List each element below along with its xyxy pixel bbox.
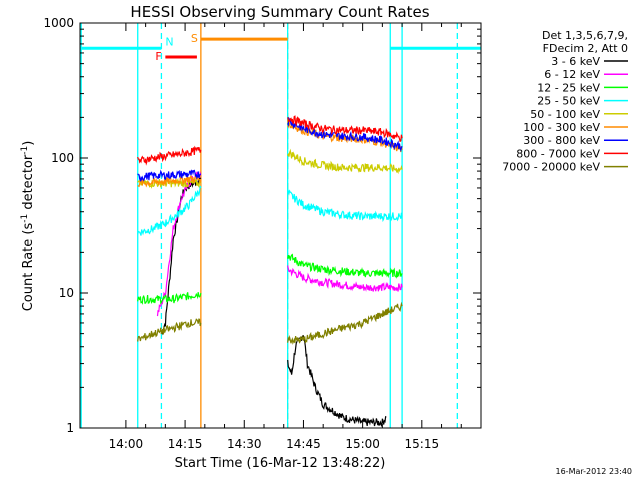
x-axis-label: Start Time (16-Mar-12 13:48:22) [175,456,386,471]
x-tick-label: 14:15 [168,437,203,451]
y-tick-label: 100 [51,151,74,165]
interval-label-n: N [165,35,173,48]
series-line-4-segment-1 [287,148,403,175]
y-tick-label: 1 [66,421,74,435]
x-tick-label: 14:00 [109,437,144,451]
series-line-2-segment-1 [287,253,403,279]
series-line-5-segment-1 [287,119,403,153]
interval-label-s: S [191,32,198,45]
series-line-3-segment-0 [137,185,202,236]
series-line-3-segment-1 [287,188,403,223]
series-line-6-segment-0 [137,169,202,182]
series-line-0-segment-1 [287,335,387,427]
legend-entry-label: 3 - 6 keV [551,55,600,68]
y-tick-label: 10 [59,286,74,300]
x-tick-label: 15:15 [405,437,440,451]
x-tick-label: 15:00 [345,437,380,451]
legend: Det 1,3,5,6,7,9, FDecim 2, Att 0 3 - 6 k… [502,29,628,174]
legend-entry-label: 100 - 300 keV [523,121,600,134]
legend-entry-label: 25 - 50 keV [537,95,600,108]
series-line-5-segment-0 [137,174,202,188]
legend-entry-label: 300 - 800 keV [523,134,600,147]
series-line-6-segment-1 [287,116,403,153]
series-line-7-segment-0 [137,145,202,166]
legend-entry-label: 12 - 25 keV [537,81,600,94]
legend-entry-label: 50 - 100 keV [530,108,600,121]
series-line-1-segment-0 [156,170,202,317]
series-line-8-segment-1 [287,301,403,345]
plot-frame [79,22,482,429]
chart-title: HESSI Observing Summary Count Rates [130,3,429,21]
y-axis-label: Count Rate (s-1 detector-1) [20,141,36,312]
y-tick-label: 1000 [43,16,74,30]
legend-entry-label: 800 - 7000 keV [516,147,600,160]
x-tick-label: 14:30 [227,437,262,451]
legend-entry-label: 6 - 12 keV [544,68,600,81]
series-line-8-segment-0 [137,318,202,342]
x-tick-label: 14:45 [286,437,321,451]
series-line-2-segment-0 [137,292,202,305]
series-line-7-segment-1 [287,115,403,143]
legend-entry-label: 7000 - 20000 keV [502,161,600,174]
interval-label-f: F [155,50,161,63]
legend-header-line-1: Det 1,3,5,6,7,9, [542,29,628,42]
legend-header-line-2: FDecim 2, Att 0 [543,42,628,55]
series-line-1-segment-1 [287,265,403,292]
timestamp: 16-Mar-2012 23:40 [556,467,633,476]
